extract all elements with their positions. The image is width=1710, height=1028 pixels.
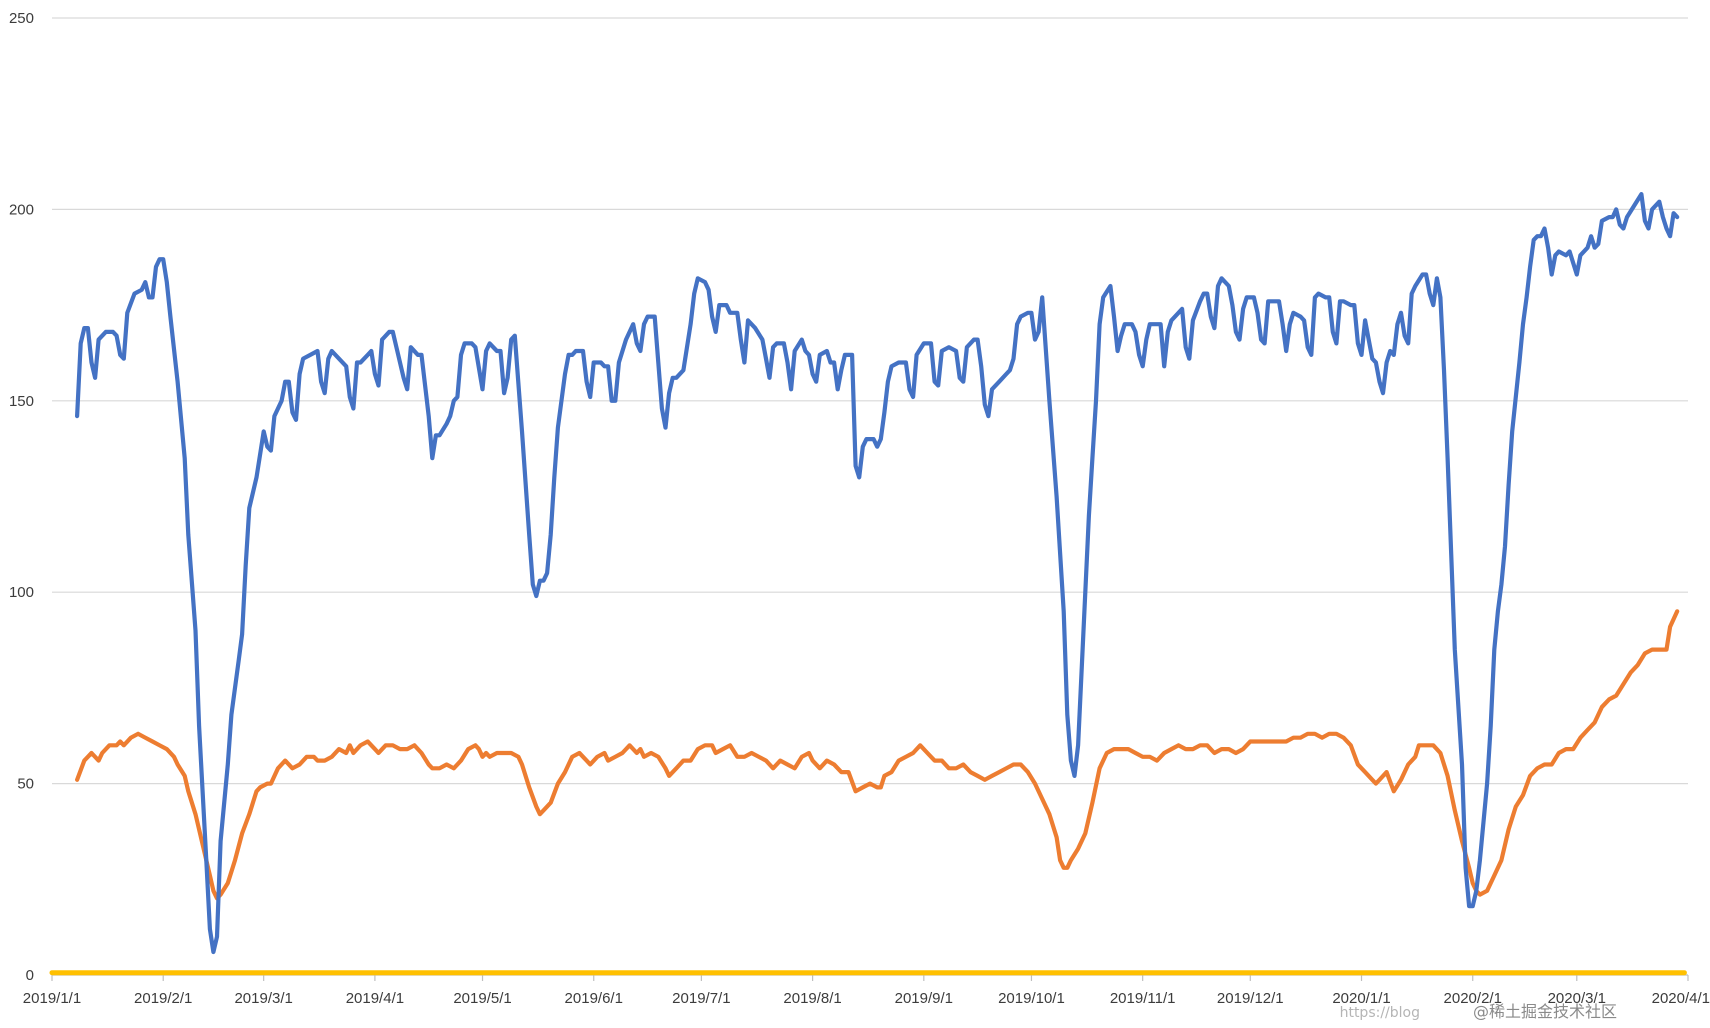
x-tick-label-2019-11-01: 2019/11/1 — [1110, 990, 1176, 1007]
y-tick-label-250: 250 — [9, 10, 34, 27]
x-tick-label-2020-02-01: 2020/2/1 — [1444, 990, 1502, 1007]
x-tick-label-2019-07-01: 2019/7/1 — [672, 990, 730, 1007]
y-tick-label-0: 0 — [26, 967, 34, 984]
x-axis-tick-labels: 2019/1/1 2019/2/1 2019/3/1 2019/4/1 2019/5/1… — [23, 990, 1710, 1007]
y-axis-tick-labels: 0 50 100 150 200 250 — [9, 10, 34, 984]
x-tick-label-2020-04-01: 2020/4/1 — [1652, 990, 1710, 1007]
x-tick-label-2020-03-01: 2020/3/1 — [1548, 990, 1606, 1007]
y-tick-label-200: 200 — [9, 201, 34, 218]
watermark-url: https://blog — [1340, 1005, 1420, 1021]
y-tick-label-50: 50 — [17, 776, 34, 793]
series-line-2 — [74, 609, 1680, 901]
y-tick-label-150: 150 — [9, 393, 34, 410]
x-tick-label-2019-09-01: 2019/9/1 — [895, 990, 953, 1007]
x-tick-label-2019-01-01: 2019/1/1 — [23, 990, 81, 1007]
x-tick-label-2019-08-01: 2019/8/1 — [783, 990, 841, 1007]
x-tick-label-2020-01-01: 2020/1/1 — [1332, 990, 1390, 1007]
x-tick-label-2019-02-01: 2019/2/1 — [134, 990, 192, 1007]
x-tick-label-2019-10-01: 2019/10/1 — [998, 990, 1065, 1007]
x-tick-label-2019-05-01: 2019/5/1 — [453, 990, 511, 1007]
x-tick-label-2019-06-01: 2019/6/1 — [565, 990, 623, 1007]
x-axis — [51, 974, 1689, 981]
x-tick-label-2019-03-01: 2019/3/1 — [234, 990, 292, 1007]
series-line-1 — [74, 192, 1680, 955]
series-lines — [49, 192, 1687, 976]
watermark-brand: @稀土掘金技术社区 — [1473, 1002, 1617, 1021]
x-tick-label-2019-04-01: 2019/4/1 — [346, 990, 404, 1007]
watermark: https://blog @稀土掘金技术社区 — [1340, 1002, 1617, 1021]
y-tick-label-100: 100 — [9, 584, 34, 601]
gridlines — [52, 17, 1688, 785]
x-tick-label-2019-12-01: 2019/12/1 — [1217, 990, 1284, 1007]
